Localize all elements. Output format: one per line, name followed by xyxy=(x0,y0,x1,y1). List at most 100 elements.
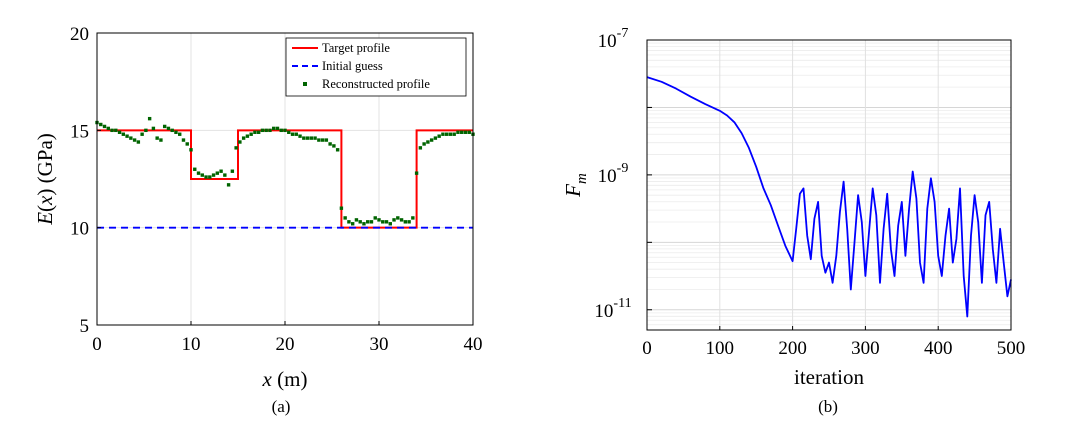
series-reconstructed-point xyxy=(256,130,261,134)
series-reconstructed-point xyxy=(302,136,306,140)
legend-label-reconstructed: Reconstructed profile xyxy=(322,77,430,91)
series-reconstructed-point xyxy=(347,220,351,224)
series-reconstructed-point xyxy=(245,134,250,138)
series-reconstructed-point xyxy=(204,175,208,179)
series-reconstructed-point xyxy=(185,142,189,146)
series-reconstructed-point xyxy=(335,148,340,152)
series-reconstructed-point xyxy=(384,220,389,224)
series-reconstructed-point xyxy=(463,130,468,134)
series-reconstructed-point xyxy=(249,132,253,136)
series-reconstructed-point xyxy=(230,169,235,173)
series-reconstructed-point xyxy=(170,128,174,133)
series-reconstructed-point xyxy=(136,140,141,144)
series-reconstructed-point xyxy=(272,126,276,131)
chart-a-x-tick-label: 10 xyxy=(182,334,201,355)
series-fm-line xyxy=(646,76,1012,318)
series-reconstructed-point xyxy=(102,124,107,129)
series-reconstructed-point xyxy=(166,126,171,131)
chart-a: 0 10 20 30 40 5 10 15 20 Target profile Initial … xyxy=(33,24,483,416)
series-reconstructed-point xyxy=(226,183,231,187)
series-reconstructed-point xyxy=(151,126,156,131)
series-reconstructed-point xyxy=(275,126,280,131)
series-reconstructed-point xyxy=(373,216,377,220)
series-reconstructed-point xyxy=(283,128,287,133)
series-reconstructed-point xyxy=(125,134,129,138)
series-reconstructed-point xyxy=(452,132,456,136)
legend-swatch-reconstructed xyxy=(303,82,307,86)
series-reconstructed-point xyxy=(313,136,317,140)
chart-a-y-tick-label: 10 xyxy=(70,219,89,240)
series-reconstructed-point xyxy=(99,122,103,127)
series-reconstructed-point xyxy=(324,138,329,142)
series-reconstructed-point xyxy=(287,130,291,134)
series-reconstructed-point xyxy=(350,222,355,226)
series-reconstructed-point xyxy=(422,142,426,146)
series-reconstructed-point xyxy=(260,128,265,133)
chart-a-y-tick-label: 15 xyxy=(70,121,89,142)
series-reconstructed-point xyxy=(392,218,396,222)
series-reconstructed-point xyxy=(441,132,445,136)
series-reconstructed-point xyxy=(332,144,336,148)
series-reconstructed-point xyxy=(129,136,133,140)
chart-b-x-tick-label: 100 xyxy=(706,338,735,359)
legend-label-initial: Initial guess xyxy=(322,59,383,73)
chart-b-y-tick-label: 10-11 xyxy=(594,296,631,322)
series-reconstructed-point xyxy=(211,173,216,177)
series-reconstructed-point xyxy=(196,171,201,175)
chart-b-x-tick-label: 500 xyxy=(997,338,1026,359)
series-reconstructed-point xyxy=(366,220,370,224)
series-reconstructed-point xyxy=(305,136,310,140)
chart-b-x-tick-label: 400 xyxy=(924,338,953,359)
series-reconstructed-point xyxy=(290,132,295,136)
chart-a-y-axis-label: E(x) (GPa) xyxy=(33,133,57,226)
series-reconstructed-point xyxy=(132,138,137,142)
series-reconstructed-point xyxy=(320,138,325,142)
chart-b-ticks: 0 100 200 300 400 500 10-7 10-9 10-11 xyxy=(594,26,1025,359)
series-reconstructed-point xyxy=(418,146,423,150)
series-reconstructed-point xyxy=(117,130,122,134)
chart-b-y-tick-label: 10-7 xyxy=(598,26,629,52)
series-reconstructed-point xyxy=(309,136,314,140)
chart-b-x-tick-label: 0 xyxy=(642,338,652,359)
series-reconstructed-point xyxy=(279,128,283,133)
series-reconstructed-point xyxy=(343,216,347,220)
series-reconstructed-point xyxy=(208,175,212,179)
series-reconstructed-point xyxy=(200,173,204,177)
series-reconstructed-point xyxy=(219,169,223,173)
series-reconstructed-point xyxy=(448,132,453,136)
series-reconstructed-point xyxy=(140,132,144,136)
series-reconstructed-point xyxy=(215,171,220,175)
series-target-profile-line xyxy=(97,129,473,229)
chart-a-y-tick-label: 20 xyxy=(70,24,89,45)
series-reconstructed-point xyxy=(339,206,344,210)
series-reconstructed-point xyxy=(456,130,460,134)
series-reconstructed-point xyxy=(411,216,415,220)
series-reconstructed-point xyxy=(328,142,332,146)
series-reconstructed-point xyxy=(444,132,449,136)
chart-b-panel-label: (b) xyxy=(818,397,838,416)
chart-a-y-tick-label: 5 xyxy=(80,316,90,337)
series-reconstructed-point xyxy=(437,134,441,138)
series-reconstructed-point xyxy=(264,128,268,133)
series-reconstructed-point xyxy=(381,220,385,224)
chart-b-y-tick-label: 10-9 xyxy=(598,161,629,187)
series-reconstructed-point xyxy=(403,220,408,224)
series-reconstructed-point xyxy=(399,218,404,222)
chart-a-x-tick-label: 20 xyxy=(276,334,295,355)
series-reconstructed-point xyxy=(155,136,159,140)
chart-a-x-tick-label: 0 xyxy=(92,334,102,355)
series-reconstructed-point xyxy=(414,171,419,175)
chart-b-x-axis-label: iteration xyxy=(794,365,864,389)
chart-b-series xyxy=(646,76,1012,318)
series-reconstructed-point xyxy=(110,128,114,133)
series-reconstructed-point xyxy=(460,130,464,134)
series-reconstructed-point xyxy=(358,220,362,224)
series-reconstructed-point xyxy=(429,138,434,142)
series-reconstructed-point xyxy=(144,128,148,133)
series-reconstructed-point xyxy=(433,136,438,140)
chart-b-x-tick-label: 200 xyxy=(778,338,807,359)
chart-a-ticks: 0 10 20 30 40 5 10 15 20 xyxy=(70,24,483,355)
series-reconstructed-point xyxy=(193,167,197,171)
series-reconstructed-point xyxy=(317,138,321,142)
